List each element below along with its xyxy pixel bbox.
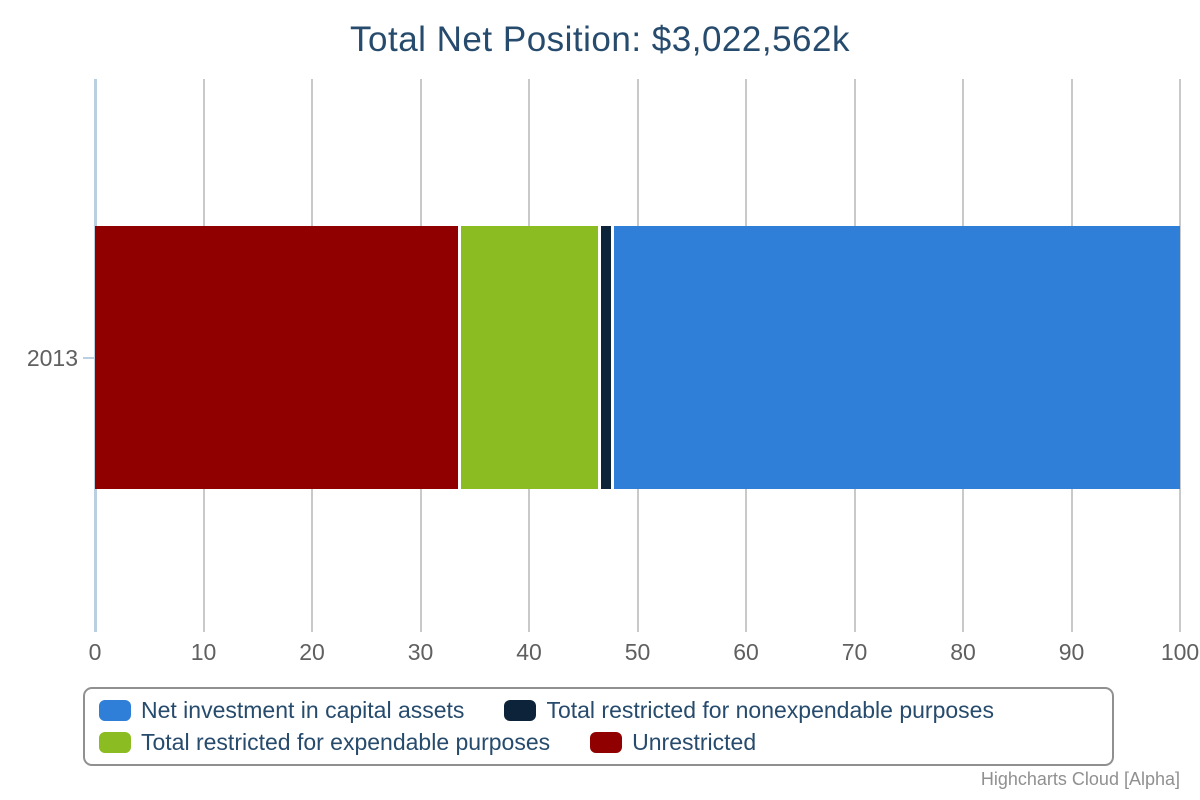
category-axis-tick — [83, 357, 95, 359]
bar-segment-net-investment-in-capital-assets[interactable] — [614, 226, 1180, 489]
x-axis-label-20: 20 — [299, 639, 325, 665]
bar-segment-total-restricted-for-expendable-purposes[interactable] — [461, 226, 598, 489]
x-axis-label-50: 50 — [624, 639, 651, 665]
x-axis-label-30: 30 — [407, 639, 434, 665]
legend-symbol-total-restricted-for-expendable-purposes — [99, 732, 131, 754]
legend-symbol-unrestricted — [590, 732, 623, 754]
legend-label: Net investment in capital assets — [141, 696, 465, 723]
legend-label: Total restricted for nonexpendable purpo… — [546, 696, 994, 723]
x-axis-label-0: 0 — [88, 639, 102, 665]
legend-label: Unrestricted — [632, 729, 757, 756]
legend-item-total-restricted-for-expendable-purposes[interactable]: Total restricted for expendable purposes — [99, 729, 550, 756]
x-axis-label-90: 90 — [1058, 639, 1085, 665]
bar-segment-total-restricted-for-nonexpendable-purposes[interactable] — [601, 226, 612, 489]
legend-item-unrestricted[interactable]: Unrestricted — [590, 729, 756, 756]
legend-label: Total restricted for expendable purposes — [141, 729, 551, 756]
legend-row-1: Net investment in capital assets Total re… — [99, 694, 1098, 727]
legend-row-2: Total restricted for expendable purposes… — [99, 727, 1098, 760]
bar-segment-unrestricted[interactable] — [95, 226, 459, 489]
legend-symbol-total-restricted-for-nonexpendable-purposes — [504, 699, 537, 721]
x-axis-label-40: 40 — [516, 639, 542, 665]
gridline-100 — [1179, 79, 1181, 632]
x-axis-label-100: 100 — [1160, 639, 1200, 665]
x-axis-label-80: 80 — [950, 639, 976, 665]
credits-link[interactable]: Highcharts Cloud [Alpha] — [980, 769, 1180, 789]
x-axis-label-70: 70 — [841, 639, 868, 665]
stacked-bar-2013 — [95, 226, 1180, 489]
legend-item-total-restricted-for-nonexpendable-purposes[interactable]: Total restricted for nonexpendable purpo… — [504, 697, 994, 724]
plot-area — [94, 79, 1181, 632]
legend-item-net-investment-in-capital-assets[interactable]: Net investment in capital assets — [99, 697, 464, 724]
category-axis-label-2013: 2013 — [26, 345, 78, 371]
chart-title: Total Net Position: $3,022,562k — [350, 20, 850, 59]
legend-symbol-net-investment-in-capital-assets — [99, 699, 131, 721]
x-axis-label-60: 60 — [733, 639, 759, 665]
x-axis-label-10: 10 — [190, 639, 217, 665]
legend-box: Net investment in capital assets Total re… — [83, 687, 1114, 766]
